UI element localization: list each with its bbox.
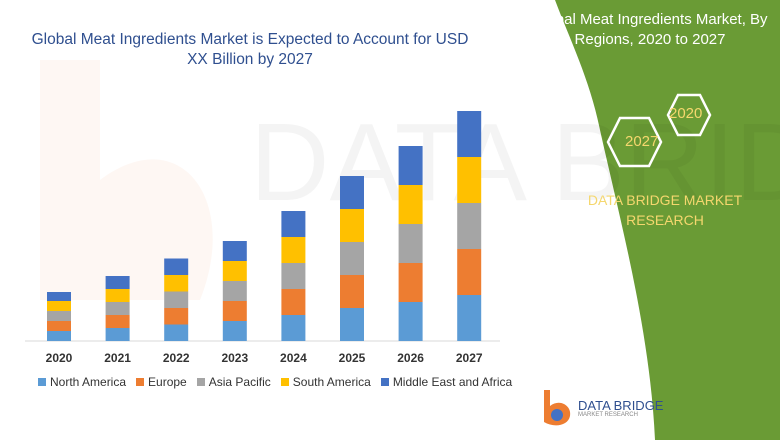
bar-2022-south-america	[164, 275, 189, 292]
stacked-bar-chart: 2020 2021 2022 2023 2024 2025 2026 2027	[25, 111, 500, 365]
legend-item: Middle East and Africa	[380, 375, 513, 389]
chart-title: Global Meat Ingredients Market is Expect…	[31, 31, 469, 68]
green-side-panel	[555, 0, 780, 440]
bar-2025-middle-east-and-africa	[340, 176, 364, 209]
legend-item: North America	[38, 375, 126, 389]
bar-2027-asia-pacific	[457, 203, 482, 249]
logo-tagline: MARKET RESEARCH	[578, 411, 638, 418]
chart-legend: North America Europe Asia Pacific South Ame…	[38, 375, 512, 389]
bar-2021-asia-pacific	[105, 302, 130, 315]
bar-2023-north-america	[222, 321, 247, 341]
legend-label: Middle East and Africa	[392, 375, 513, 389]
bar-2020-south-america	[47, 301, 71, 311]
hex-label-2027: 2027	[625, 133, 659, 150]
bar-2022-middle-east-and-africa	[164, 258, 189, 275]
bar-2023-asia-pacific	[222, 281, 247, 301]
logo-name: DATA BRIDGE	[578, 397, 664, 413]
x-tick-label: 2022	[163, 351, 190, 365]
bar-2027-europe	[457, 249, 482, 295]
side-panel-title: Global Meat Ingredients Market, By Regio…	[532, 11, 768, 48]
watermark: DATA BRIDGE	[250, 101, 780, 224]
bar-2021-north-america	[105, 328, 130, 341]
x-tick-label: 2024	[280, 351, 307, 365]
bar-2020-middle-east-and-africa	[47, 292, 71, 301]
bar-2023-south-america	[222, 261, 247, 281]
legend-label: South America	[292, 375, 371, 389]
bar-2025-europe	[340, 275, 364, 308]
bar-2021-middle-east-and-africa	[105, 276, 130, 289]
bar-2026-europe	[398, 263, 423, 302]
bar-2025-north-america	[340, 308, 364, 341]
x-tick-label: 2027	[456, 351, 483, 365]
bar-2020-europe	[47, 321, 71, 331]
bar-2025-south-america	[340, 209, 364, 242]
legend-label: Europe	[148, 375, 187, 389]
bar-2025-asia-pacific	[340, 242, 364, 275]
legend-swatch	[38, 378, 46, 386]
legend-item: Europe	[136, 375, 187, 389]
legend-swatch	[136, 378, 145, 386]
bar-2021-south-america	[105, 289, 130, 302]
bar-2027-south-america	[457, 157, 482, 203]
watermark-logo	[40, 60, 213, 300]
x-tick-label: 2021	[104, 351, 131, 365]
bar-2026-middle-east-and-africa	[398, 146, 423, 185]
bar-2024-north-america	[281, 315, 306, 341]
legend-item: South America	[280, 375, 371, 389]
bar-2022-europe	[164, 308, 189, 325]
bar-2024-south-america	[281, 237, 306, 263]
bar-2020-north-america	[47, 331, 71, 341]
bar-2026-asia-pacific	[398, 224, 423, 263]
x-tick-label: 2025	[339, 351, 366, 365]
bar-2027-middle-east-and-africa	[457, 111, 482, 157]
bar-2020-asia-pacific	[47, 311, 71, 321]
company-logo: DATA BRIDGE MARKET RESEARCH	[540, 388, 663, 428]
legend-swatch	[196, 378, 205, 386]
logo-mark-icon	[544, 390, 571, 426]
hexagon-icons	[606, 93, 712, 168]
brand-text: DATA BRIDGE MARKET RESEARCH	[587, 192, 743, 228]
bar-2024-europe	[281, 289, 306, 315]
legend-label: North America	[50, 375, 127, 389]
hexagon-2020-icon	[666, 93, 712, 137]
bar-2024-asia-pacific	[281, 263, 306, 289]
x-tick-label: 2020	[46, 351, 73, 365]
bar-2022-north-america	[164, 324, 189, 341]
x-tick-label: 2023	[221, 351, 248, 365]
bar-2022-asia-pacific	[164, 291, 189, 308]
bar-2023-europe	[222, 301, 247, 321]
legend-swatch	[280, 378, 289, 386]
bar-2027-north-america	[457, 295, 482, 341]
bar-2021-europe	[105, 315, 130, 328]
bar-2026-north-america	[398, 302, 423, 341]
x-tick-label: 2026	[397, 351, 424, 365]
bar-2026-south-america	[398, 185, 423, 224]
hexagon-2027-icon	[606, 116, 663, 168]
legend-swatch	[380, 378, 389, 386]
bar-2023-middle-east-and-africa	[222, 241, 247, 261]
legend-item: Asia Pacific	[196, 375, 271, 389]
bar-2024-middle-east-and-africa	[281, 211, 306, 237]
legend-label: Asia Pacific	[208, 375, 271, 389]
hex-label-2020: 2020	[669, 105, 703, 122]
